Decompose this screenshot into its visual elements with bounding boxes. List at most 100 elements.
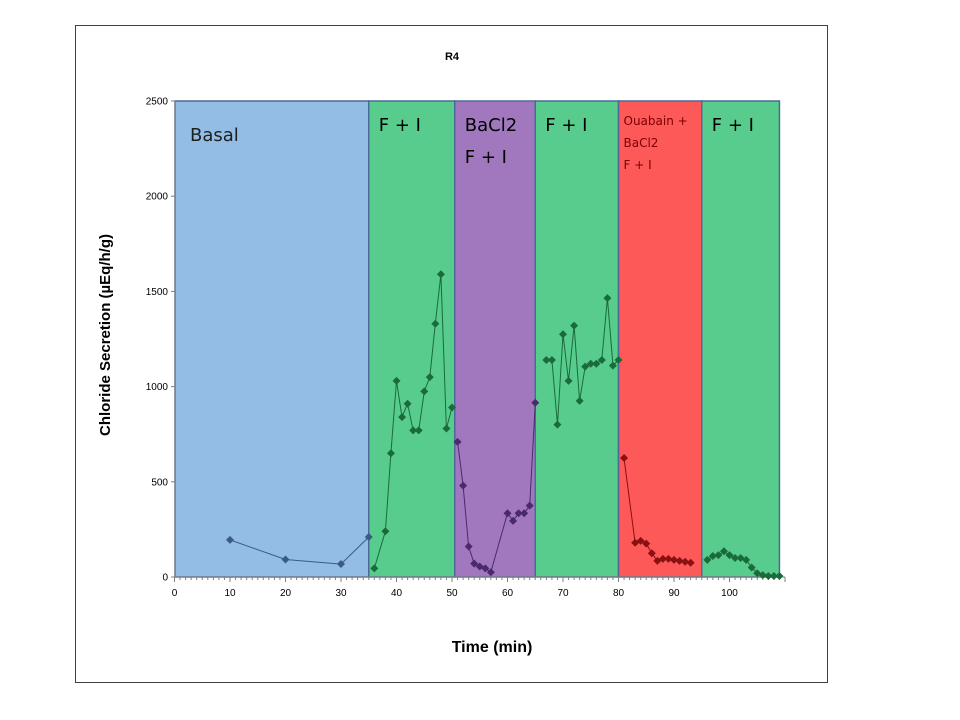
data-point-2-5: [481, 564, 490, 573]
x-tick-label-10: 10: [224, 588, 236, 599]
data-point-3-5: [570, 321, 579, 330]
data-point-0-1: [281, 555, 290, 564]
data-point-1-7: [414, 426, 423, 435]
phase-label-2-0: BaCl2: [465, 115, 517, 136]
x-tick-label-60: 60: [502, 588, 514, 599]
data-point-5-8: [747, 563, 756, 572]
data-point-4-10: [681, 557, 690, 566]
data-point-4-11: [686, 558, 695, 567]
data-point-2-6: [486, 568, 495, 577]
data-point-3-11: [603, 294, 612, 303]
data-point-1-11: [436, 270, 445, 279]
data-point-3-3: [559, 330, 567, 339]
x-axis-title: Time (min): [452, 639, 533, 656]
data-point-4-6: [658, 554, 667, 563]
phase-band-3: [534, 100, 620, 578]
data-point-3-13: [614, 355, 623, 364]
data-point-1-6: [409, 426, 418, 435]
data-point-3-7: [581, 362, 590, 371]
data-point-5-10: [758, 571, 767, 580]
data-point-3-8: [586, 359, 595, 368]
data-point-0-3: [364, 533, 373, 542]
data-point-1-8: [420, 387, 429, 396]
data-point-3-12: [608, 361, 617, 370]
data-point-0-2: [337, 560, 345, 569]
y-tick-label-0: 0: [162, 573, 168, 584]
data-point-1-13: [448, 403, 456, 412]
data-point-1-9: [425, 373, 434, 382]
data-point-1-0: [370, 564, 379, 573]
data-point-0-0: [226, 535, 234, 544]
y-tick-label-500: 500: [151, 477, 168, 488]
x-tick-label-70: 70: [557, 588, 569, 599]
data-point-2-7: [503, 509, 512, 518]
data-point-4-3: [642, 539, 651, 548]
data-point-4-2: [636, 536, 645, 545]
phase-band-2: [454, 100, 536, 578]
data-point-2-1: [459, 481, 468, 490]
data-point-1-3: [392, 376, 401, 385]
data-point-4-9: [675, 556, 684, 565]
data-point-5-5: [731, 553, 740, 562]
y-tick-label-1500: 1500: [146, 287, 169, 298]
data-point-3-0: [542, 355, 551, 364]
phase-label-1-0: F + I: [379, 115, 421, 136]
phase-label-4-2: F + I: [624, 158, 652, 172]
phase-label-2-1: F + I: [465, 147, 507, 168]
series-line-3: [546, 298, 619, 425]
phase-band-0: [174, 100, 370, 578]
data-point-2-10: [520, 509, 529, 518]
x-tick-label-80: 80: [613, 588, 625, 599]
x-tick-label-30: 30: [335, 588, 347, 599]
phase-band-1: [368, 100, 456, 578]
data-point-2-12: [531, 398, 540, 407]
y-tick-label-2000: 2000: [146, 192, 169, 203]
y-axis-title: Chloride Secretion (µEq/h/g): [97, 234, 114, 436]
data-point-4-8: [670, 555, 678, 564]
phase-band-5: [701, 100, 781, 578]
data-point-3-4: [564, 376, 573, 385]
data-point-5-3: [719, 547, 728, 556]
data-point-5-2: [714, 551, 723, 560]
x-tick-label-20: 20: [280, 588, 292, 599]
data-point-1-4: [398, 413, 407, 422]
data-point-4-0: [620, 454, 629, 462]
chart-title: R4: [445, 51, 460, 63]
phase-band-4: [617, 100, 703, 578]
data-point-4-7: [664, 554, 673, 563]
data-point-4-4: [647, 549, 656, 558]
data-point-3-1: [547, 355, 556, 364]
data-point-5-1: [708, 552, 717, 561]
data-point-2-8: [509, 516, 518, 525]
phase-label-3-0: F + I: [545, 115, 587, 136]
data-point-2-0: [453, 437, 462, 446]
data-point-5-0: [703, 555, 712, 564]
data-point-5-4: [725, 551, 734, 560]
data-point-3-9: [592, 359, 601, 368]
phase-label-5-0: F + I: [712, 115, 754, 136]
data-point-1-5: [403, 399, 412, 408]
data-point-1-10: [431, 319, 440, 328]
x-tick-label-40: 40: [391, 588, 403, 599]
data-point-5-12: [769, 572, 778, 581]
series-line-0: [229, 536, 370, 565]
x-tick-label-0: 0: [172, 588, 178, 599]
data-point-3-2: [553, 420, 562, 429]
data-point-1-1: [381, 527, 390, 536]
data-point-2-3: [470, 559, 479, 568]
phase-bands: Basal F + I BaCl2 F + I F + I Ouabain + BaCl2 F…: [174, 100, 781, 578]
data-point-2-2: [464, 542, 473, 551]
data-point-2-11: [525, 501, 534, 510]
data-series: [226, 270, 784, 581]
phase-label-4-1: BaCl2: [624, 136, 659, 150]
x-tick-label-50: 50: [446, 588, 458, 599]
x-tick-label-90: 90: [668, 588, 680, 599]
data-point-5-11: [764, 572, 773, 581]
phase-label-0-0: Basal: [190, 125, 239, 146]
data-point-3-6: [575, 396, 584, 405]
data-point-3-10: [597, 355, 606, 364]
phase-label-4-0: Ouabain +: [624, 114, 688, 128]
data-point-5-7: [742, 555, 751, 564]
data-point-1-2: [386, 449, 395, 458]
